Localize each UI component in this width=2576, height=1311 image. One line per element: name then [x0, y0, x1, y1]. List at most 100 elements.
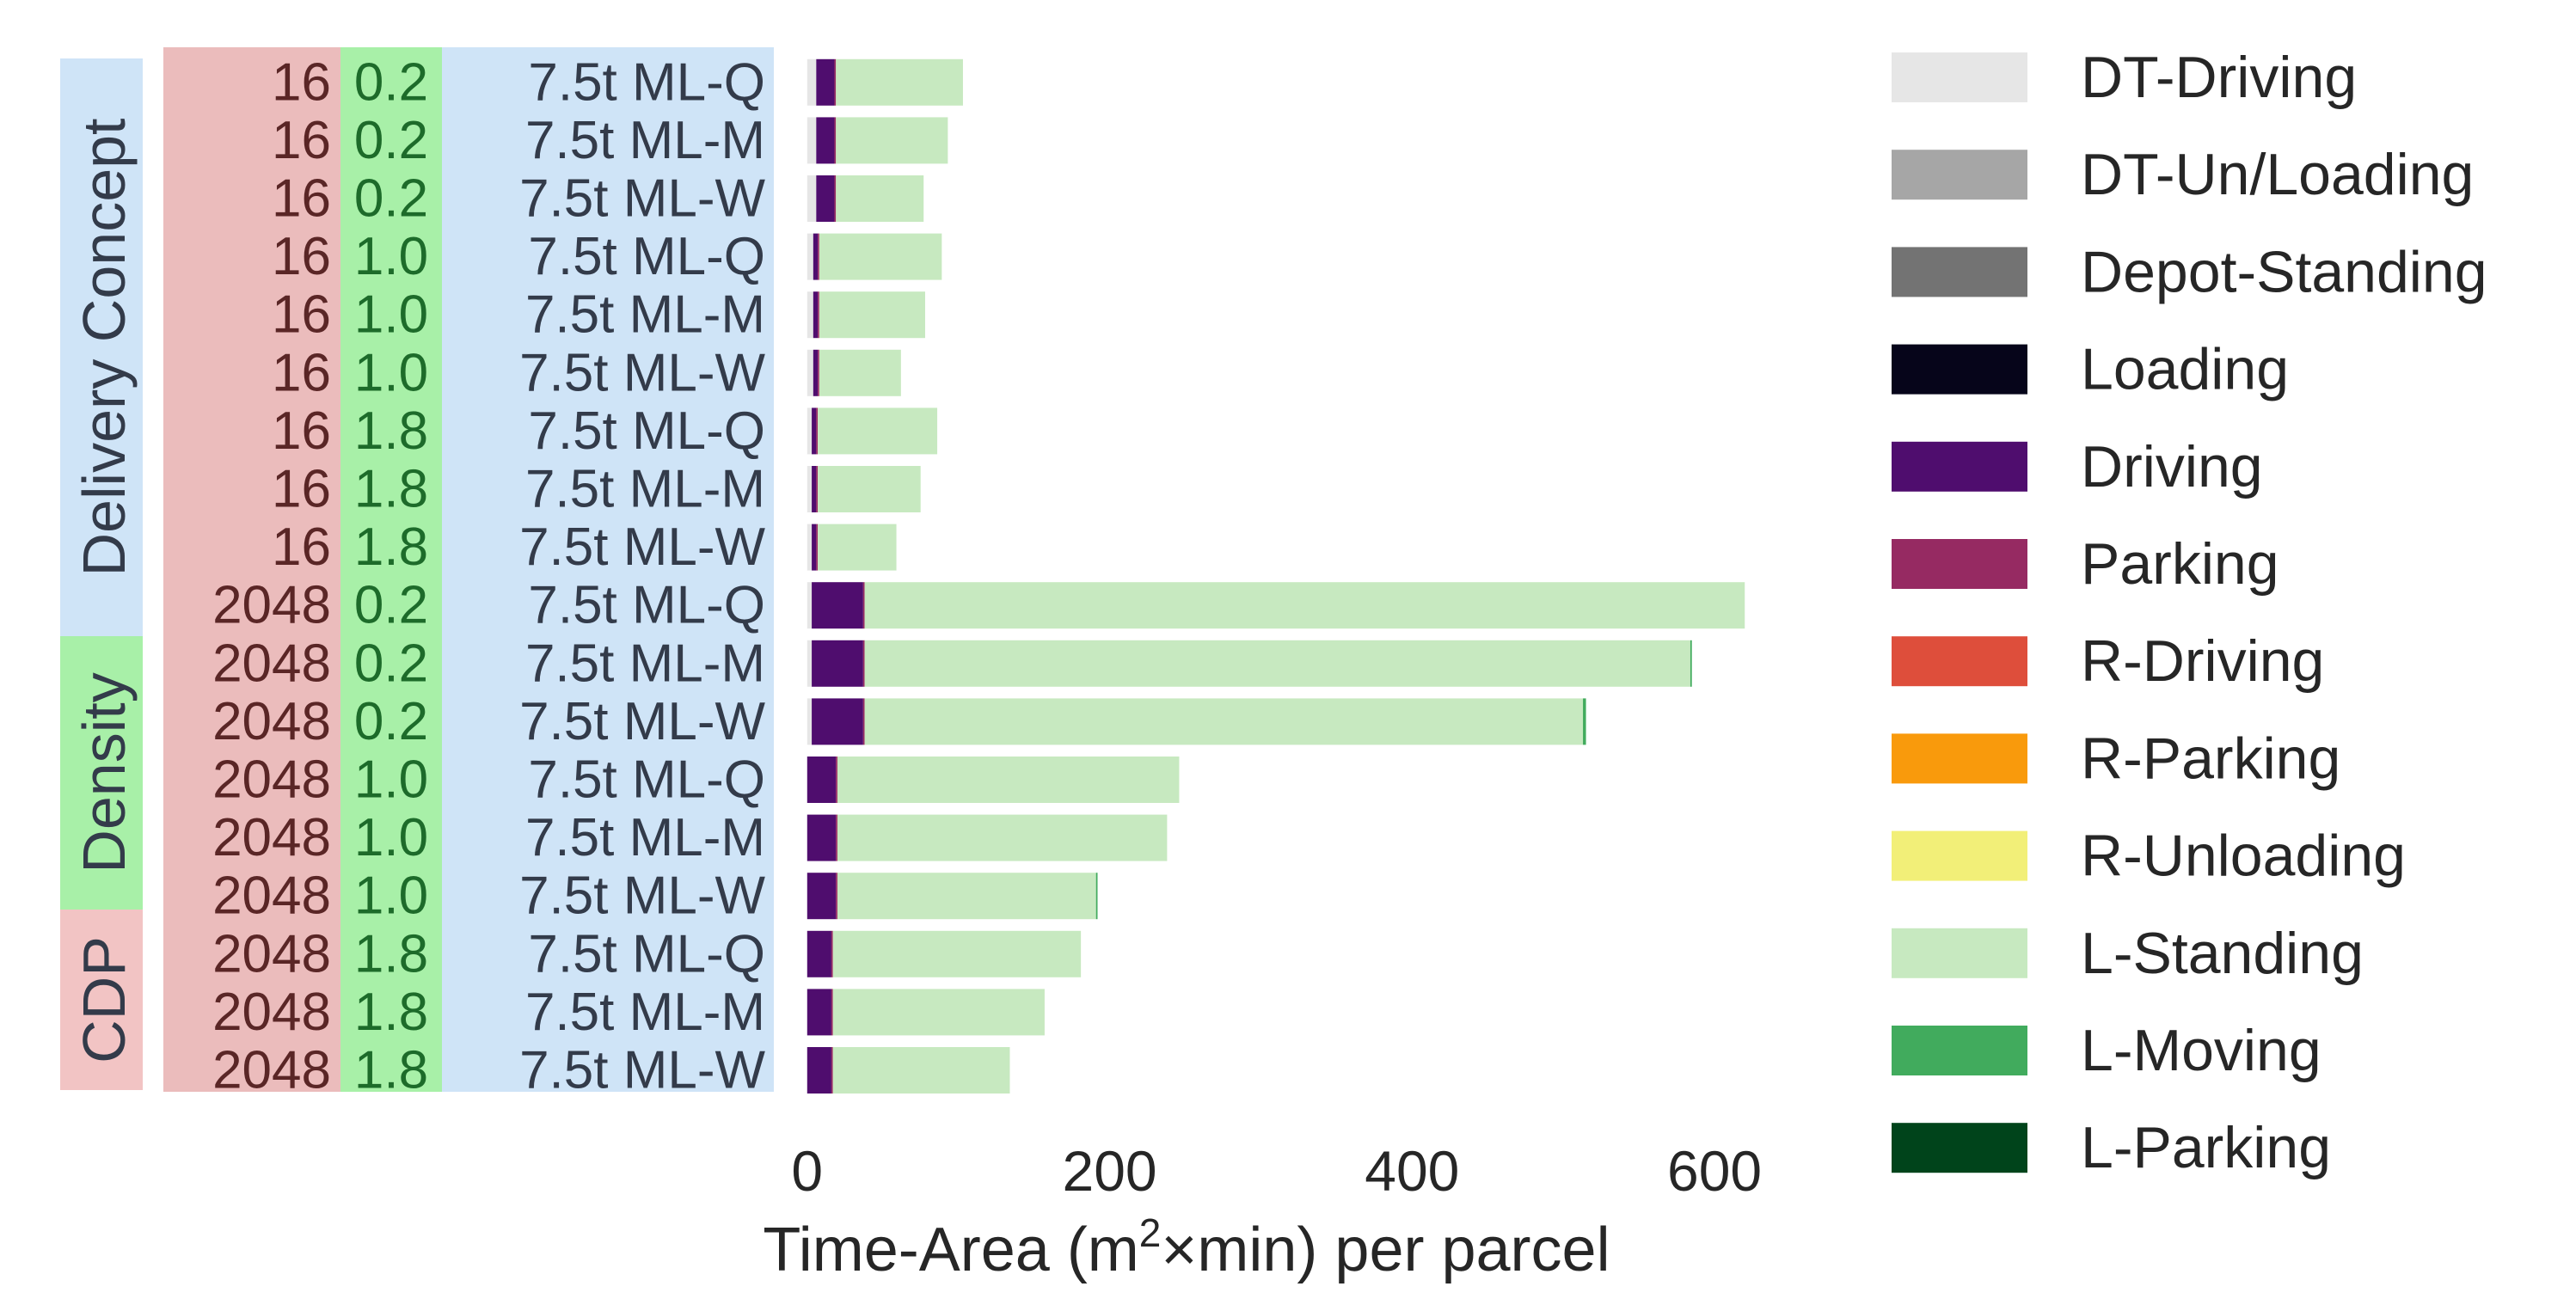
row-label-concept: 7.5t ML-Q: [528, 924, 765, 983]
legend-item: R-Unloading: [1892, 824, 2406, 889]
legend-label: L-Parking: [2081, 1115, 2331, 1180]
legend-swatch: [1892, 150, 2027, 200]
bar-segment: [831, 989, 833, 1036]
legend-label: Driving: [2081, 434, 2263, 499]
row-label-cdp: 16: [272, 227, 331, 286]
row-label-cdp: 16: [272, 460, 331, 519]
row-label-concept: 7.5t ML-W: [519, 1041, 765, 1100]
row-label-cdp: 16: [272, 52, 331, 112]
row-label-concept: 7.5t ML-M: [525, 634, 765, 693]
legend-label: Parking: [2081, 531, 2279, 597]
row-label-cdp: 2048: [212, 924, 331, 983]
legend-label: L-Standing: [2081, 921, 2364, 986]
bar-segment: [818, 466, 921, 512]
bar-segment: [837, 757, 1180, 803]
row-label-density: 1.0: [354, 285, 428, 345]
x-axis-label-rest: ×min) per parcel: [1161, 1216, 1610, 1284]
row-label-cdp: 2048: [212, 634, 331, 693]
row-label-cdp: 2048: [212, 750, 331, 810]
bar-segment: [862, 640, 865, 687]
bar-segment: [862, 582, 865, 629]
bar-segment: [812, 582, 863, 629]
legend-label: DT-Un/Loading: [2081, 142, 2474, 207]
row-label-density: 1.0: [354, 750, 428, 810]
bar-segment: [864, 698, 1584, 745]
row-label-cdp: 16: [272, 518, 331, 577]
cdp-strip: [60, 910, 143, 1090]
bar-segment: [1583, 698, 1586, 745]
bar-segment: [836, 58, 963, 106]
legend-item: Parking: [1892, 531, 2279, 597]
bar-segment: [832, 1047, 1010, 1094]
row-label-concept: 7.5t ML-M: [525, 983, 765, 1042]
legend-item: L-Standing: [1892, 921, 2364, 986]
bar-segment: [807, 989, 831, 1036]
bar-segment: [816, 524, 819, 571]
row-label-concept: 7.5t ML-Q: [528, 52, 765, 112]
bar-segment: [807, 349, 813, 396]
legend-label: Depot-Standing: [2081, 239, 2487, 304]
bar-segment: [816, 466, 819, 512]
legend-label: R-Driving: [2081, 628, 2324, 694]
legend-swatch: [1892, 830, 2027, 881]
bar-segment: [816, 58, 835, 106]
bar-segment: [812, 524, 817, 571]
legend-swatch: [1892, 52, 2027, 102]
legend-item: Loading: [1892, 337, 2289, 402]
row-label-density: 0.2: [354, 576, 428, 635]
row-label-cdp: 16: [272, 401, 331, 461]
bar-segment: [864, 582, 1745, 629]
x-axis-label-main: Time-Area (m: [763, 1216, 1138, 1284]
bar-segment: [818, 407, 938, 455]
bar-segment: [818, 233, 819, 280]
row-label-cdp: 2048: [212, 576, 331, 635]
density-column-bg: [340, 47, 442, 1092]
bar-segment: [807, 117, 817, 164]
bar-segment: [819, 291, 925, 339]
bar-segment: [836, 873, 837, 920]
bar-segment: [807, 233, 813, 280]
bar-segment: [807, 58, 817, 106]
row-label-concept: 7.5t ML-Q: [528, 401, 765, 461]
row-label-concept: 7.5t ML-W: [519, 343, 765, 402]
x-axis-label: Time-Area (m2×min) per parcel: [763, 1210, 1610, 1284]
row-label-cdp: 2048: [212, 983, 331, 1042]
row-label-density: 0.2: [354, 52, 428, 112]
row-label-concept: 7.5t ML-W: [519, 518, 765, 577]
bar-segment: [807, 466, 813, 512]
row-label-density: 1.0: [354, 867, 428, 926]
legend-label: R-Unloading: [2081, 824, 2406, 889]
row-label-cdp: 2048: [212, 692, 331, 751]
row-label-concept: 7.5t ML-M: [525, 460, 765, 519]
bar-segment: [812, 407, 817, 455]
legend: DT-Driving DT-Un/Loading Depot-Standing Loa…: [1892, 45, 2487, 1180]
bar-segment: [836, 117, 948, 164]
row-label-density: 1.8: [354, 460, 428, 519]
row-label-density: 1.8: [354, 1041, 428, 1100]
row-label-cdp: 2048: [212, 1041, 331, 1100]
legend-label: DT-Driving: [2081, 45, 2357, 110]
row-label-density: 1.8: [354, 924, 428, 983]
legend-swatch: [1892, 1026, 2027, 1075]
row-label-concept: 7.5t ML-W: [519, 692, 765, 751]
row-label-density: 1.0: [354, 808, 428, 867]
row-label-cdp: 16: [272, 343, 331, 402]
bar-segment: [836, 175, 924, 222]
legend-item: R-Parking: [1892, 726, 2340, 791]
bar-segment: [807, 582, 813, 629]
legend-swatch: [1892, 441, 2027, 492]
x-tick-label: 0: [791, 1139, 823, 1203]
row-label-density: 1.0: [354, 343, 428, 402]
bar-segment: [807, 524, 813, 571]
bar-segment: [819, 233, 942, 280]
bar-segment: [813, 291, 819, 339]
bar-segment: [807, 291, 813, 339]
density-group-label: Density: [71, 672, 138, 873]
row-label-cdp: 16: [272, 169, 331, 229]
legend-item: L-Moving: [1892, 1018, 2321, 1083]
row-label-density: 0.2: [354, 634, 428, 693]
bar-segment: [812, 466, 817, 512]
density-strip: [60, 636, 143, 910]
bar-segment: [831, 1047, 833, 1094]
bar-segment: [831, 930, 833, 977]
